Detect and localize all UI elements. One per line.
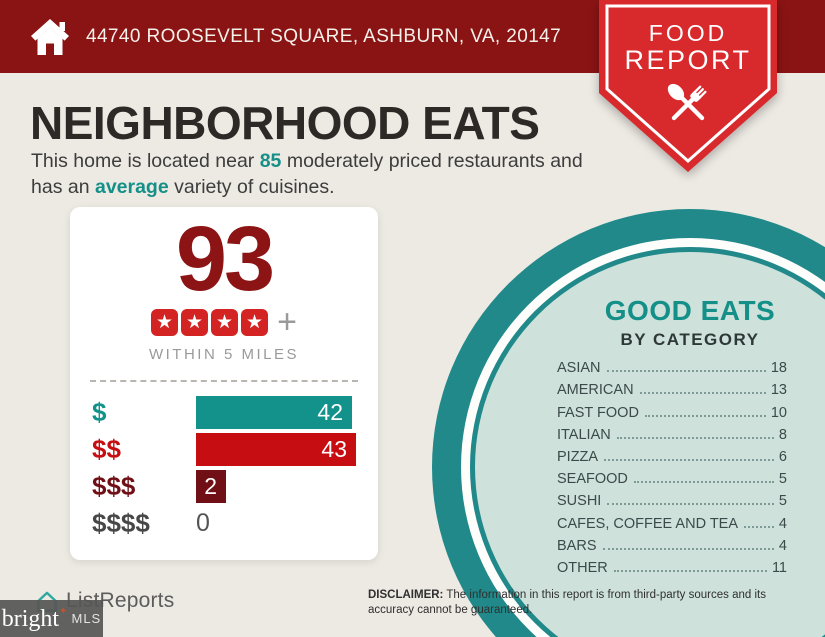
bar-row-2: $$ 43 [92, 433, 360, 466]
good-eats-title: GOOD EATS [604, 295, 776, 326]
watermark-suffix: MLS [71, 611, 102, 626]
bar-value: 43 [321, 436, 347, 462]
category-count: 6 [778, 448, 787, 465]
bar-row-3: $$$ 2 [92, 470, 360, 503]
bar-label: $ [92, 397, 107, 427]
dotted-leader [602, 547, 774, 550]
category-count: 13 [770, 382, 787, 399]
category-name: AMERICAN [557, 382, 634, 399]
dotted-leader [607, 503, 774, 506]
bar-value: 2 [204, 473, 217, 499]
dotted-leader [604, 458, 774, 461]
bar-value: 0 [196, 509, 210, 537]
dotted-leader [633, 481, 774, 484]
bar-track: 43 [196, 433, 360, 466]
bar-track: 42 [196, 396, 360, 429]
spark-icon: ✦ [59, 605, 68, 617]
category-count: 10 [770, 404, 787, 421]
category-name: PIZZA [557, 448, 599, 465]
category-count: 11 [771, 559, 787, 576]
category-row: OTHER 11 [557, 556, 787, 578]
category-name: FAST FOOD [557, 404, 639, 421]
bar-label: $$$ [92, 471, 136, 501]
category-row: CAFES, COFFEE AND TEA 4 [557, 511, 787, 533]
dotted-leader [613, 569, 767, 572]
category-row: FAST FOOD 10 [557, 400, 787, 422]
category-row: SEAFOOD 5 [557, 467, 787, 489]
fork-spoon-icon [667, 83, 707, 121]
bar-label: $$ [92, 434, 121, 464]
category-name: ASIAN [557, 360, 601, 377]
subtitle-part1: This home is located near [31, 150, 260, 172]
watermark-name: bright✦ [1, 605, 68, 632]
good-eats-subtitle: BY CATEGORY [620, 330, 760, 349]
category-name: SUSHI [557, 493, 602, 510]
badge-title-line1: FOOD [648, 20, 728, 46]
dotted-leader [744, 525, 774, 528]
subtitle-part2: moderately priced restaurants and has an [31, 150, 583, 198]
category-name: OTHER [557, 559, 608, 576]
bar-label: $$$$ [92, 508, 150, 538]
category-row: ASIAN 18 [557, 356, 787, 378]
bar-row-1: $ 42 [92, 396, 360, 429]
category-count: 5 [778, 471, 787, 488]
subtitle: This home is located near 85 moderately … [31, 149, 596, 201]
price-bar-chart: $ 42 $$ 43 $$$ 2 $$$$ 0 [70, 396, 378, 540]
category-row: ITALIAN 8 [557, 423, 787, 445]
badge-title-line2: REPORT [624, 45, 752, 75]
category-row: AMERICAN 13 [557, 378, 787, 400]
disclaimer-label: DISCLAIMER: [368, 589, 444, 601]
category-count: 8 [778, 426, 787, 443]
category-name: BARS [557, 537, 597, 554]
watermark-brightmls: bright✦ MLS [0, 600, 103, 637]
category-row: PIZZA 6 [557, 445, 787, 467]
bar-fill: 43 [196, 433, 356, 466]
star-rating: ★ ★ ★ ★ + [70, 305, 378, 339]
bar-row-4: $$$$ 0 [92, 507, 360, 540]
score-value: 93 [175, 208, 275, 310]
disclaimer: DISCLAIMER: The information in this repo… [368, 588, 800, 618]
category-name: CAFES, COFFEE AND TEA [557, 515, 739, 532]
star-icon: ★ [241, 308, 269, 336]
category-count: 4 [778, 537, 787, 554]
score-caption: WITHIN 5 MILES [148, 346, 299, 363]
address-text: 44740 ROOSEVELT SQUARE, ASHBURN, VA, 201… [86, 25, 562, 47]
food-report-badge: FOOD REPORT [599, 0, 777, 178]
subtitle-part3: variety of cuisines. [168, 175, 335, 198]
page-title: NEIGHBORHOOD EATS [30, 97, 540, 149]
dotted-leader [616, 436, 774, 439]
disclaimer-text: The information in this report is from t… [368, 589, 766, 616]
home-icon [31, 18, 69, 55]
category-name: SEAFOOD [557, 471, 628, 488]
plus-icon: + [277, 303, 297, 341]
bar-track: 0 [196, 507, 360, 540]
dotted-leader [606, 370, 766, 373]
category-count: 5 [778, 493, 787, 510]
star-icon: ★ [211, 308, 239, 336]
category-name: ITALIAN [557, 426, 611, 443]
category-count: 4 [778, 515, 787, 532]
star-icon: ★ [151, 308, 179, 336]
dashed-divider [90, 380, 358, 382]
dotted-leader [639, 392, 766, 395]
restaurant-count: 85 [259, 150, 282, 172]
star-icon: ★ [181, 308, 209, 336]
category-row: BARS 4 [557, 534, 787, 556]
category-count: 18 [770, 360, 787, 377]
category-list: ASIAN 18 AMERICAN 13 FAST FOOD 10 ITALIAN 8 PIZZ… [557, 356, 787, 578]
variety-highlight: average [94, 175, 169, 198]
bar-fill: 42 [196, 396, 352, 429]
score-card: 93 ★ ★ ★ ★ + WITHIN 5 MILES $ 42 $$ 43 $$$ [70, 207, 378, 560]
bar-fill: 2 [196, 470, 226, 503]
bar-value: 42 [317, 399, 343, 425]
bar-track: 2 [196, 470, 360, 503]
bar-fill: 0 [196, 507, 210, 540]
good-eats-heading: GOOD EATS BY CATEGORY [545, 295, 825, 350]
dotted-leader [644, 414, 766, 417]
category-row: SUSHI 5 [557, 489, 787, 511]
ribbon-shape [599, 0, 777, 172]
